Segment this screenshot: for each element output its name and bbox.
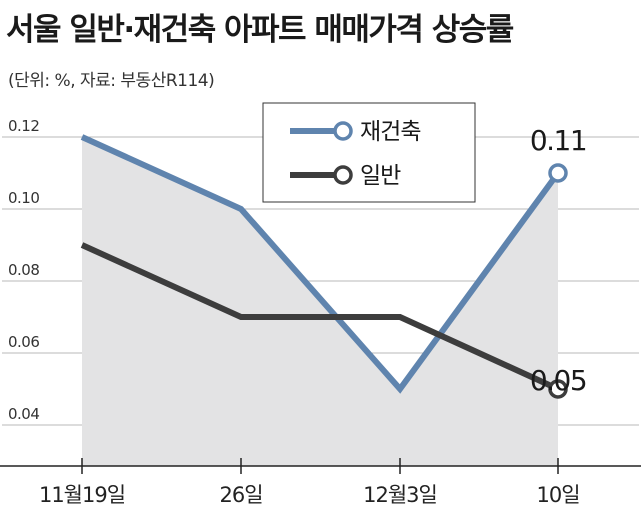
legend-label-1: 일반 [360, 163, 401, 189]
legend-marker-0 [333, 121, 353, 141]
x-tick-label-0: 11월19일 [39, 483, 125, 507]
x-tick-label-2: 12월3일 [363, 483, 437, 507]
x-tick-labels: 11월19일 26일 12월3일 10일 [39, 483, 581, 507]
series-lines: 0.11 0.05 [80, 124, 588, 399]
data-label-1: 0.05 [530, 364, 586, 397]
chart-title: 서울 일반·재건축 아파트 매매가격 상승률 [6, 12, 514, 48]
y-tick-label-2: 0.08 [8, 261, 39, 279]
x-tick-label-1: 26일 [219, 483, 262, 507]
data-label-0: 0.11 [530, 124, 586, 157]
series-end-marker-1 [548, 379, 568, 399]
series-line-1 [80, 242, 560, 392]
legend-label-0: 재건축 [360, 119, 420, 145]
y-tick-label-1: 0.10 [8, 189, 39, 207]
chart-subtitle: (단위: %, 자료: 부동산R114) [8, 71, 215, 91]
series-line-0 [80, 134, 561, 394]
y-tick-label-3: 0.06 [8, 333, 39, 351]
series-end-marker-0 [548, 163, 568, 183]
y-tick-labels: 0.12 0.10 0.08 0.06 0.04 [8, 117, 40, 423]
y-tick-label-0: 0.12 [8, 117, 39, 135]
legend-marker-1 [333, 165, 353, 185]
x-tick-label-3: 10일 [536, 483, 579, 507]
legend-box [262, 102, 476, 203]
y-tick-label-4: 0.04 [8, 405, 39, 423]
